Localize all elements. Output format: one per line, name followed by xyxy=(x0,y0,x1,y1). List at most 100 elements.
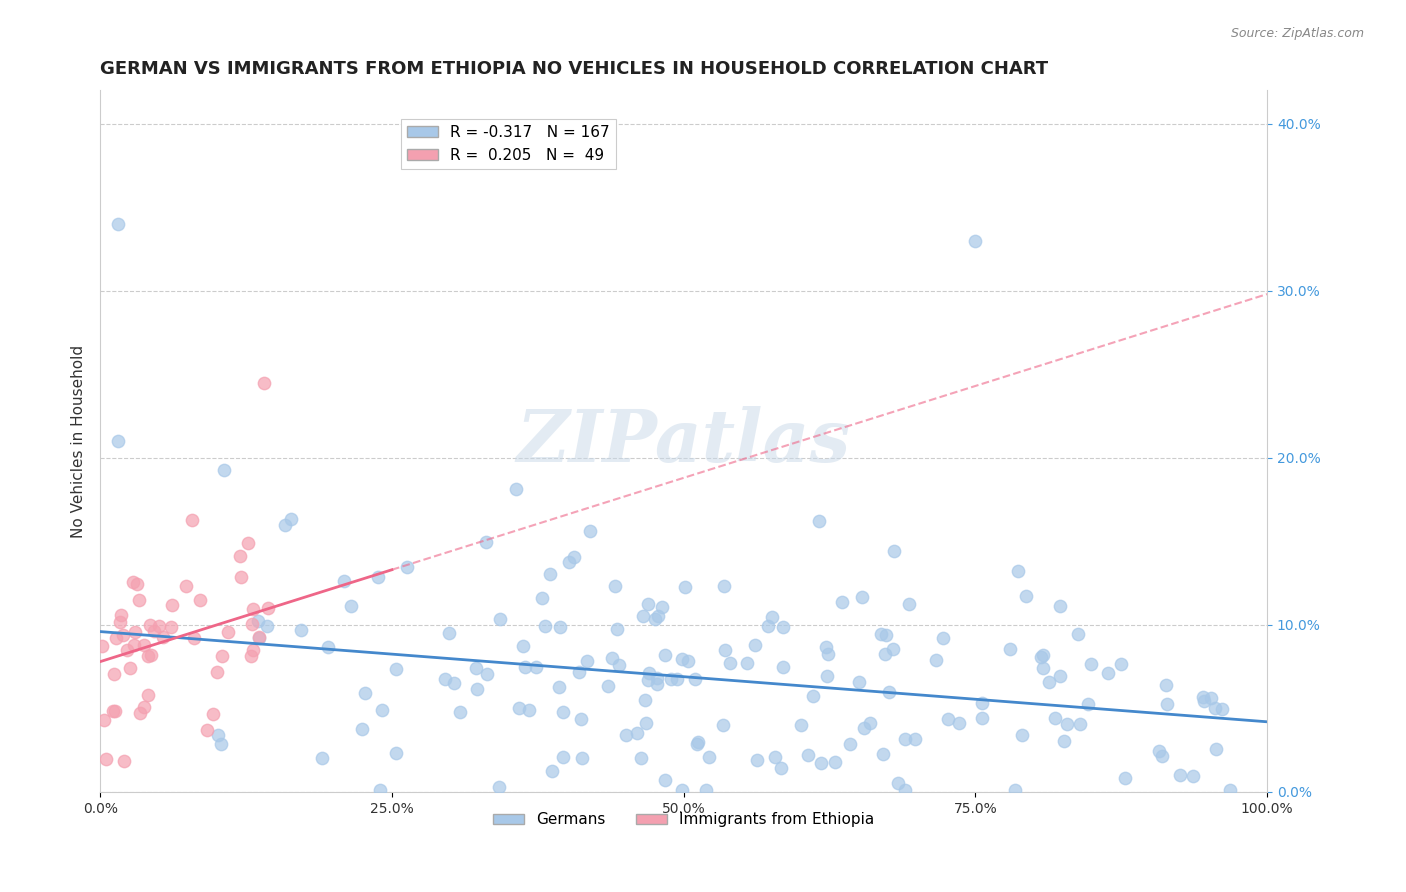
Point xyxy=(122,638,145,652)
Point xyxy=(207,665,229,679)
Point xyxy=(686,735,709,749)
Point xyxy=(247,631,270,645)
Point xyxy=(512,639,534,653)
Point xyxy=(316,640,339,654)
Point xyxy=(578,524,600,538)
Point xyxy=(1031,650,1053,665)
Point xyxy=(152,630,174,644)
Point xyxy=(1149,744,1171,758)
Point xyxy=(568,665,591,680)
Point xyxy=(772,660,794,674)
Point xyxy=(1192,690,1215,705)
Point xyxy=(808,514,831,528)
Point xyxy=(651,599,673,614)
Point xyxy=(970,697,993,711)
Point xyxy=(925,653,948,667)
Legend: Germans, Immigrants from Ethiopia: Germans, Immigrants from Ethiopia xyxy=(486,806,880,833)
Point xyxy=(659,673,682,687)
Point xyxy=(1199,690,1222,705)
Point xyxy=(637,597,659,611)
Point xyxy=(761,609,783,624)
Point xyxy=(212,463,235,477)
Point xyxy=(202,707,225,722)
Point xyxy=(274,517,297,532)
Point xyxy=(883,544,905,558)
Point xyxy=(239,649,262,664)
Point xyxy=(101,704,124,718)
Point xyxy=(553,706,575,720)
Point xyxy=(136,688,159,702)
Point xyxy=(475,666,498,681)
Point xyxy=(744,638,766,652)
Point xyxy=(633,609,655,624)
Point xyxy=(872,747,894,761)
Point xyxy=(894,732,917,747)
Point xyxy=(534,618,557,632)
Point xyxy=(848,674,870,689)
Point xyxy=(188,593,211,607)
Point xyxy=(1154,677,1177,691)
Point xyxy=(817,648,839,662)
Point xyxy=(489,611,512,625)
Point xyxy=(1069,717,1091,731)
Point xyxy=(290,623,312,637)
Point xyxy=(340,599,363,613)
Point xyxy=(970,711,993,725)
Point xyxy=(117,642,139,657)
Point xyxy=(735,656,758,670)
Point xyxy=(124,625,146,640)
Point xyxy=(120,661,142,675)
Point xyxy=(965,234,987,248)
Point xyxy=(132,699,155,714)
Point xyxy=(475,535,498,549)
Point xyxy=(464,661,486,675)
Point xyxy=(654,648,676,663)
Point xyxy=(350,722,373,736)
Point xyxy=(634,693,657,707)
Point xyxy=(644,612,666,626)
Point xyxy=(174,579,197,593)
Point xyxy=(887,776,910,790)
Point xyxy=(240,616,263,631)
Point xyxy=(104,704,127,718)
Point xyxy=(1011,729,1033,743)
Point xyxy=(1219,783,1241,797)
Point xyxy=(110,607,132,622)
Point xyxy=(1204,701,1226,715)
Point xyxy=(814,640,837,655)
Point xyxy=(395,560,418,574)
Point xyxy=(558,555,581,569)
Point xyxy=(311,750,333,764)
Point xyxy=(354,686,377,700)
Point xyxy=(797,748,820,763)
Point xyxy=(211,648,233,663)
Point xyxy=(371,703,394,717)
Point xyxy=(1007,564,1029,578)
Point xyxy=(873,647,896,661)
Point xyxy=(129,706,152,721)
Point xyxy=(207,729,229,743)
Point xyxy=(614,728,637,742)
Point xyxy=(869,626,891,640)
Point xyxy=(217,624,239,639)
Point xyxy=(107,434,129,449)
Point xyxy=(576,654,599,668)
Point xyxy=(645,671,668,685)
Point xyxy=(437,626,460,640)
Point xyxy=(675,580,697,594)
Y-axis label: No Vehicles in Household: No Vehicles in Household xyxy=(72,344,86,538)
Point xyxy=(671,783,693,797)
Point xyxy=(671,651,693,665)
Point xyxy=(882,642,904,657)
Point xyxy=(114,754,136,768)
Point xyxy=(765,749,787,764)
Point xyxy=(824,755,846,769)
Point xyxy=(148,618,170,632)
Point xyxy=(645,677,668,691)
Point xyxy=(247,614,270,628)
Point xyxy=(600,651,623,665)
Text: GERMAN VS IMMIGRANTS FROM ETHIOPIA NO VEHICLES IN HOUSEHOLD CORRELATION CHART: GERMAN VS IMMIGRANTS FROM ETHIOPIA NO VE… xyxy=(100,60,1049,78)
Point xyxy=(770,761,793,775)
Point xyxy=(839,737,862,751)
Point xyxy=(897,597,920,611)
